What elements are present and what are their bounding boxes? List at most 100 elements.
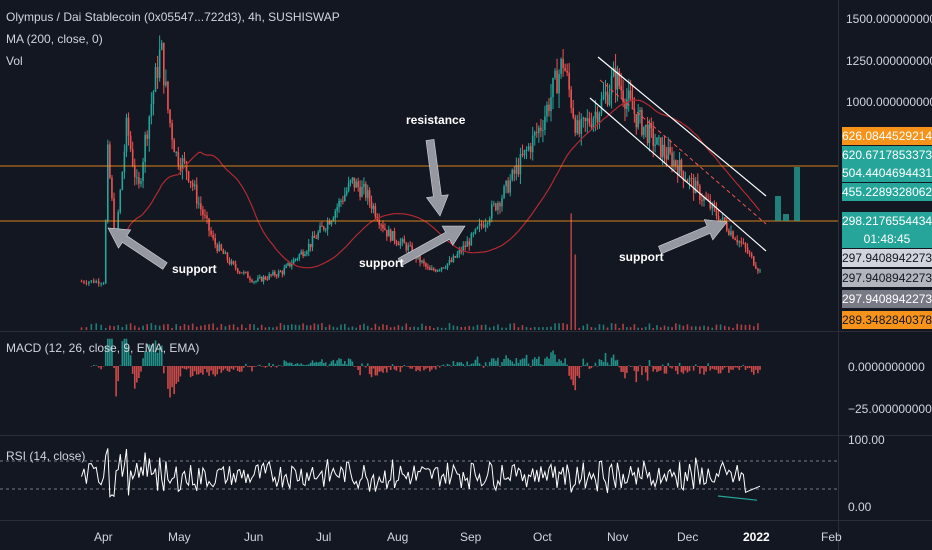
macd-histogram-bar — [119, 365, 122, 366]
volume-bar — [321, 323, 323, 330]
support-annotation[interactable]: support — [619, 250, 664, 264]
volume-bar — [707, 326, 709, 330]
macd-histogram-bar — [488, 361, 491, 366]
candle-body — [450, 259, 453, 262]
volume-bar — [476, 324, 479, 330]
volume-bar — [425, 325, 427, 330]
macd-histogram-bar — [204, 366, 206, 369]
resistance-annotation[interactable]: resistance — [406, 113, 466, 127]
candle-body — [372, 206, 375, 209]
candle-body — [95, 280, 98, 283]
candle-body — [631, 97, 634, 110]
symbol-legend[interactable]: Olympus / Dai Stablecoin (0x05547...722d… — [6, 10, 340, 24]
macd-histogram-bar — [676, 366, 679, 375]
volume-bar — [440, 327, 443, 330]
volume-bar — [240, 324, 243, 330]
macd-histogram-bar — [214, 366, 216, 377]
price-tick: 1500.0000000000 — [846, 12, 932, 26]
candle-body — [148, 116, 151, 139]
candle-body — [652, 128, 655, 146]
volume-bar — [370, 327, 373, 330]
macd-histogram-bar — [515, 358, 518, 366]
macd-histogram-bar — [600, 360, 603, 366]
volume-bar — [257, 327, 259, 330]
candle-body — [486, 222, 489, 224]
macd-histogram-bar — [721, 366, 724, 370]
drawing-overlay[interactable] — [0, 56, 838, 270]
candle-body — [328, 220, 331, 225]
candle-body — [359, 187, 361, 197]
candle-body — [671, 152, 673, 167]
volume-legend[interactable]: Vol — [6, 54, 23, 68]
macd-histogram-bar — [287, 362, 289, 366]
candle-body — [198, 203, 200, 205]
candle-body — [627, 90, 630, 100]
support-annotation[interactable]: support — [172, 262, 217, 276]
macd-histogram-bar — [376, 366, 379, 376]
candle-body — [582, 117, 585, 120]
candle-body — [121, 172, 124, 190]
volume-bar — [121, 327, 124, 330]
candle-body — [592, 118, 595, 128]
macd-histogram-bar — [755, 366, 757, 370]
volume-bar — [272, 327, 274, 330]
volume-bar — [146, 324, 149, 330]
candle-body — [690, 177, 693, 179]
macd-histogram-bar — [688, 366, 691, 372]
candle-body — [370, 201, 373, 209]
macd-histogram-bar — [746, 366, 749, 369]
macd-legend[interactable]: MACD (12, 26, close, 9, EMA, EMA) — [6, 341, 200, 355]
candle-body — [255, 280, 257, 282]
volume-bar — [637, 327, 639, 330]
volume-bar — [275, 326, 278, 330]
candle-body — [574, 117, 577, 133]
macd-histogram-bar — [289, 362, 291, 366]
macd-histogram-bar — [629, 366, 632, 367]
macd-histogram-bar — [588, 366, 591, 369]
macd-histogram-bar — [363, 365, 365, 367]
candle-body — [629, 90, 632, 98]
candle-body — [513, 169, 516, 174]
candle-body — [206, 215, 208, 219]
volume-bar — [191, 323, 194, 330]
macd-histogram-bar — [556, 362, 558, 366]
ma-legend[interactable]: MA (200, close, 0) — [6, 32, 103, 46]
candle-body — [165, 81, 167, 86]
macd-histogram-bar — [169, 366, 171, 398]
macd-histogram-bar — [602, 361, 605, 366]
volume-bar — [382, 324, 384, 330]
macd-histogram-bar — [548, 358, 550, 366]
volume-bar — [744, 324, 747, 330]
macd-histogram-bar — [748, 366, 751, 369]
candle-body — [90, 280, 93, 282]
candle-body — [245, 271, 247, 273]
macd-histogram-bar — [732, 366, 734, 370]
macd-histogram-bar — [275, 366, 278, 368]
candle-body — [326, 220, 329, 230]
candle-body — [748, 252, 751, 254]
volume-bar — [678, 324, 681, 330]
candle-body — [264, 276, 267, 279]
rsi-legend[interactable]: RSI (14, close) — [6, 449, 86, 463]
macd-histogram-bar — [460, 362, 463, 366]
macd-histogram-bar — [546, 356, 548, 366]
candle-body — [214, 237, 216, 245]
candle-body — [673, 160, 675, 167]
macd-histogram-bar — [728, 366, 730, 373]
rsi-pane[interactable] — [0, 448, 838, 501]
volume-bar — [497, 324, 499, 330]
volume-bar — [393, 326, 396, 330]
candle-body — [562, 58, 564, 68]
candle-body — [195, 184, 198, 204]
macd-histogram-bar — [109, 338, 111, 366]
macd-histogram-bar — [671, 366, 673, 369]
candle-body — [517, 165, 520, 175]
support-annotation[interactable]: support — [359, 256, 404, 270]
volume-bar — [488, 327, 491, 330]
candle-body — [505, 180, 507, 187]
macd-pane[interactable] — [90, 338, 761, 398]
candle-body — [626, 99, 628, 109]
macd-histogram-bar — [558, 359, 560, 366]
candle-body — [750, 253, 753, 257]
macd-histogram-bar — [612, 354, 615, 366]
